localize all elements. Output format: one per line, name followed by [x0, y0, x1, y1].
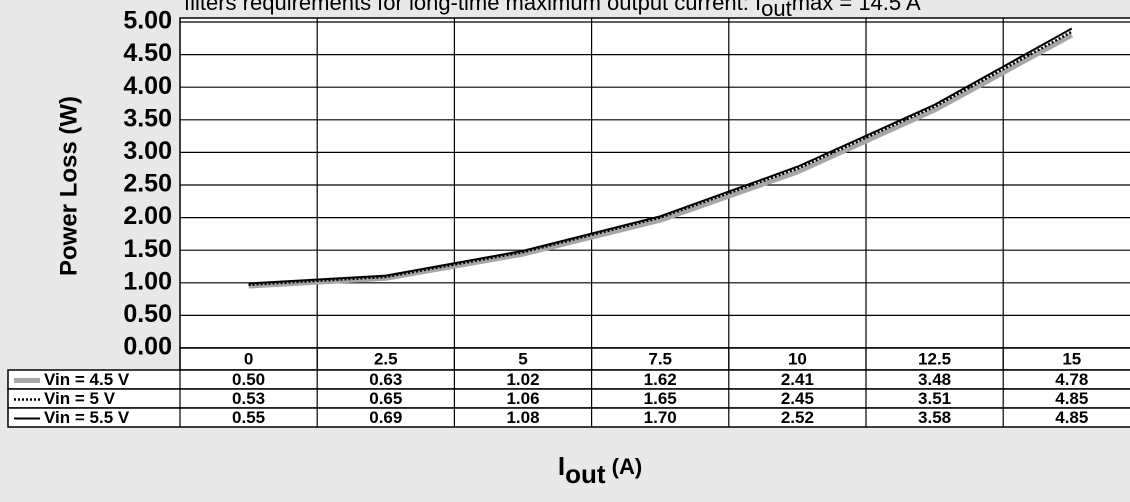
table-cell: 0.65: [369, 389, 402, 408]
y-tick-label: 4.00: [123, 72, 172, 100]
table-cell: 1.65: [644, 389, 677, 408]
y-tick-label: 2.50: [123, 170, 172, 198]
title-part: max = 14.5 A: [792, 0, 921, 15]
table-cell: 0.69: [369, 408, 402, 427]
table-cell: 4.78: [1055, 370, 1088, 389]
table-cell: 2.41: [781, 370, 814, 389]
x-tick-label: 15: [1062, 349, 1081, 368]
x-axis-label: Iout (A): [558, 451, 642, 489]
table-cell: 2.52: [781, 408, 814, 427]
x-tick-label: 2.5: [374, 349, 398, 368]
y-tick-label: 0.00: [123, 333, 172, 361]
y-axis-label: Power Loss (W): [55, 96, 82, 276]
legend-label: Vin = 5.5 V: [44, 408, 130, 427]
chart-title: filters requirements for long-time maxim…: [184, 0, 921, 21]
table-cell: 1.70: [644, 408, 677, 427]
table-row: [7, 369, 1130, 390]
y-tick-label: 1.50: [123, 235, 172, 263]
x-tick-label: 0: [244, 349, 253, 368]
table-cell: 2.45: [781, 389, 814, 408]
table-cell: 0.55: [232, 408, 265, 427]
legend-label: Vin = 4.5 V: [44, 370, 130, 389]
table-cell: 3.48: [918, 370, 951, 389]
table-cell: 0.50: [232, 370, 265, 389]
x-tick-label: 12.5: [918, 349, 951, 368]
x-tick-label: 5: [518, 349, 527, 368]
y-tick-label: 0.50: [123, 300, 172, 328]
table-cell: 0.63: [369, 370, 402, 389]
plot-area: [179, 17, 1130, 349]
y-tick-label: 4.50: [123, 39, 172, 67]
table-cell: 1.62: [644, 370, 677, 389]
table-cell: 0.53: [232, 389, 265, 408]
y-tick-label: 3.50: [123, 104, 172, 132]
y-tick-label: 5.00: [123, 7, 172, 35]
table-cell: 3.58: [918, 408, 951, 427]
title-part: filters requirements for long-time maxim…: [184, 0, 761, 15]
table-cell: 1.08: [506, 408, 539, 427]
title-part: out: [761, 0, 792, 21]
y-tick-label: 3.00: [123, 137, 172, 165]
series-line: [248, 27, 1073, 285]
table-cell: 1.06: [506, 389, 539, 408]
table-cell: 4.85: [1055, 408, 1088, 427]
table-cell: 4.85: [1055, 389, 1088, 408]
x-label-part: (A): [606, 454, 643, 479]
legend-label: Vin = 5 V: [44, 389, 116, 408]
table-cell: 1.02: [506, 370, 539, 389]
series-line: [248, 30, 1073, 287]
series-line: [248, 32, 1073, 289]
table-row: [7, 388, 1130, 409]
table-row: [7, 407, 1130, 428]
y-tick-label: 1.00: [123, 267, 172, 295]
x-tick-label: 7.5: [648, 349, 672, 368]
y-tick-label: 2.00: [123, 202, 172, 230]
x-label-part: out: [565, 459, 606, 489]
x-tick-label: 10: [788, 349, 807, 368]
table-cell: 3.51: [918, 389, 951, 408]
x-label-part: I: [558, 451, 565, 481]
